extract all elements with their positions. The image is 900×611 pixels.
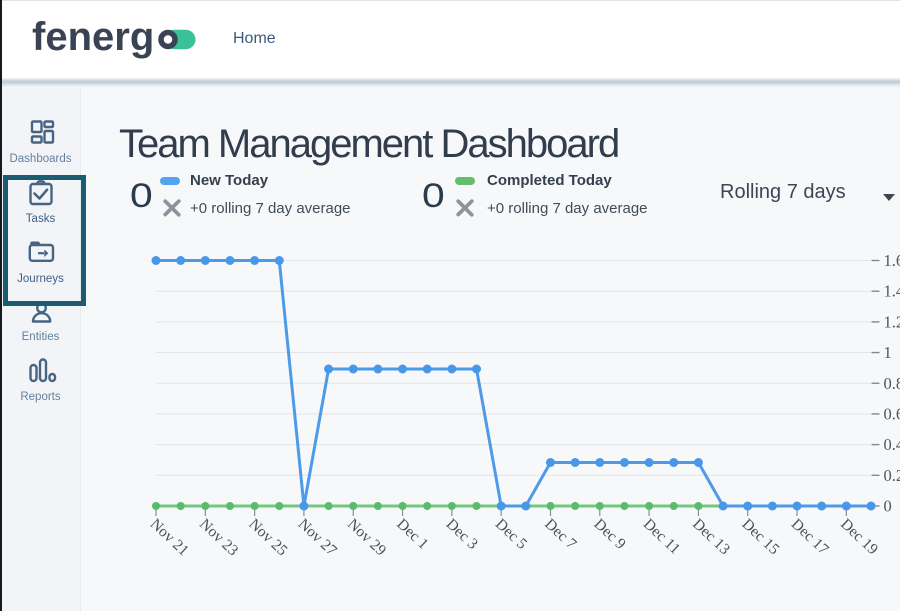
svg-text:Dec 13: Dec 13 [689,515,733,558]
svg-text:1: 1 [884,343,892,362]
svg-text:Dec 3: Dec 3 [443,515,482,553]
svg-text:0.8: 0.8 [884,374,900,393]
svg-text:Dec 7: Dec 7 [541,515,580,553]
svg-text:0: 0 [884,497,892,516]
svg-text:Dec 19: Dec 19 [837,515,881,558]
svg-text:Nov 23: Nov 23 [196,515,241,559]
svg-text:Nov 25: Nov 25 [245,515,290,559]
svg-text:Nov 21: Nov 21 [147,515,192,559]
svg-text:0.2: 0.2 [884,466,900,485]
svg-text:Dec 11: Dec 11 [640,515,684,557]
svg-text:Nov 27: Nov 27 [295,515,340,559]
svg-text:Dec 9: Dec 9 [591,515,630,553]
svg-text:Dec 1: Dec 1 [393,515,431,552]
svg-text:Dec 17: Dec 17 [788,515,832,558]
svg-text:1.4: 1.4 [884,282,900,301]
svg-text:0.4: 0.4 [884,435,900,454]
svg-text:Dec 5: Dec 5 [492,515,531,553]
svg-text:1.6: 1.6 [884,251,900,270]
svg-text:0.6: 0.6 [884,404,900,423]
svg-text:Nov 29: Nov 29 [344,515,389,559]
svg-text:fenerg: fenerg [32,15,154,59]
svg-text:Dec 15: Dec 15 [738,515,782,558]
svg-text:1.2: 1.2 [884,312,900,331]
